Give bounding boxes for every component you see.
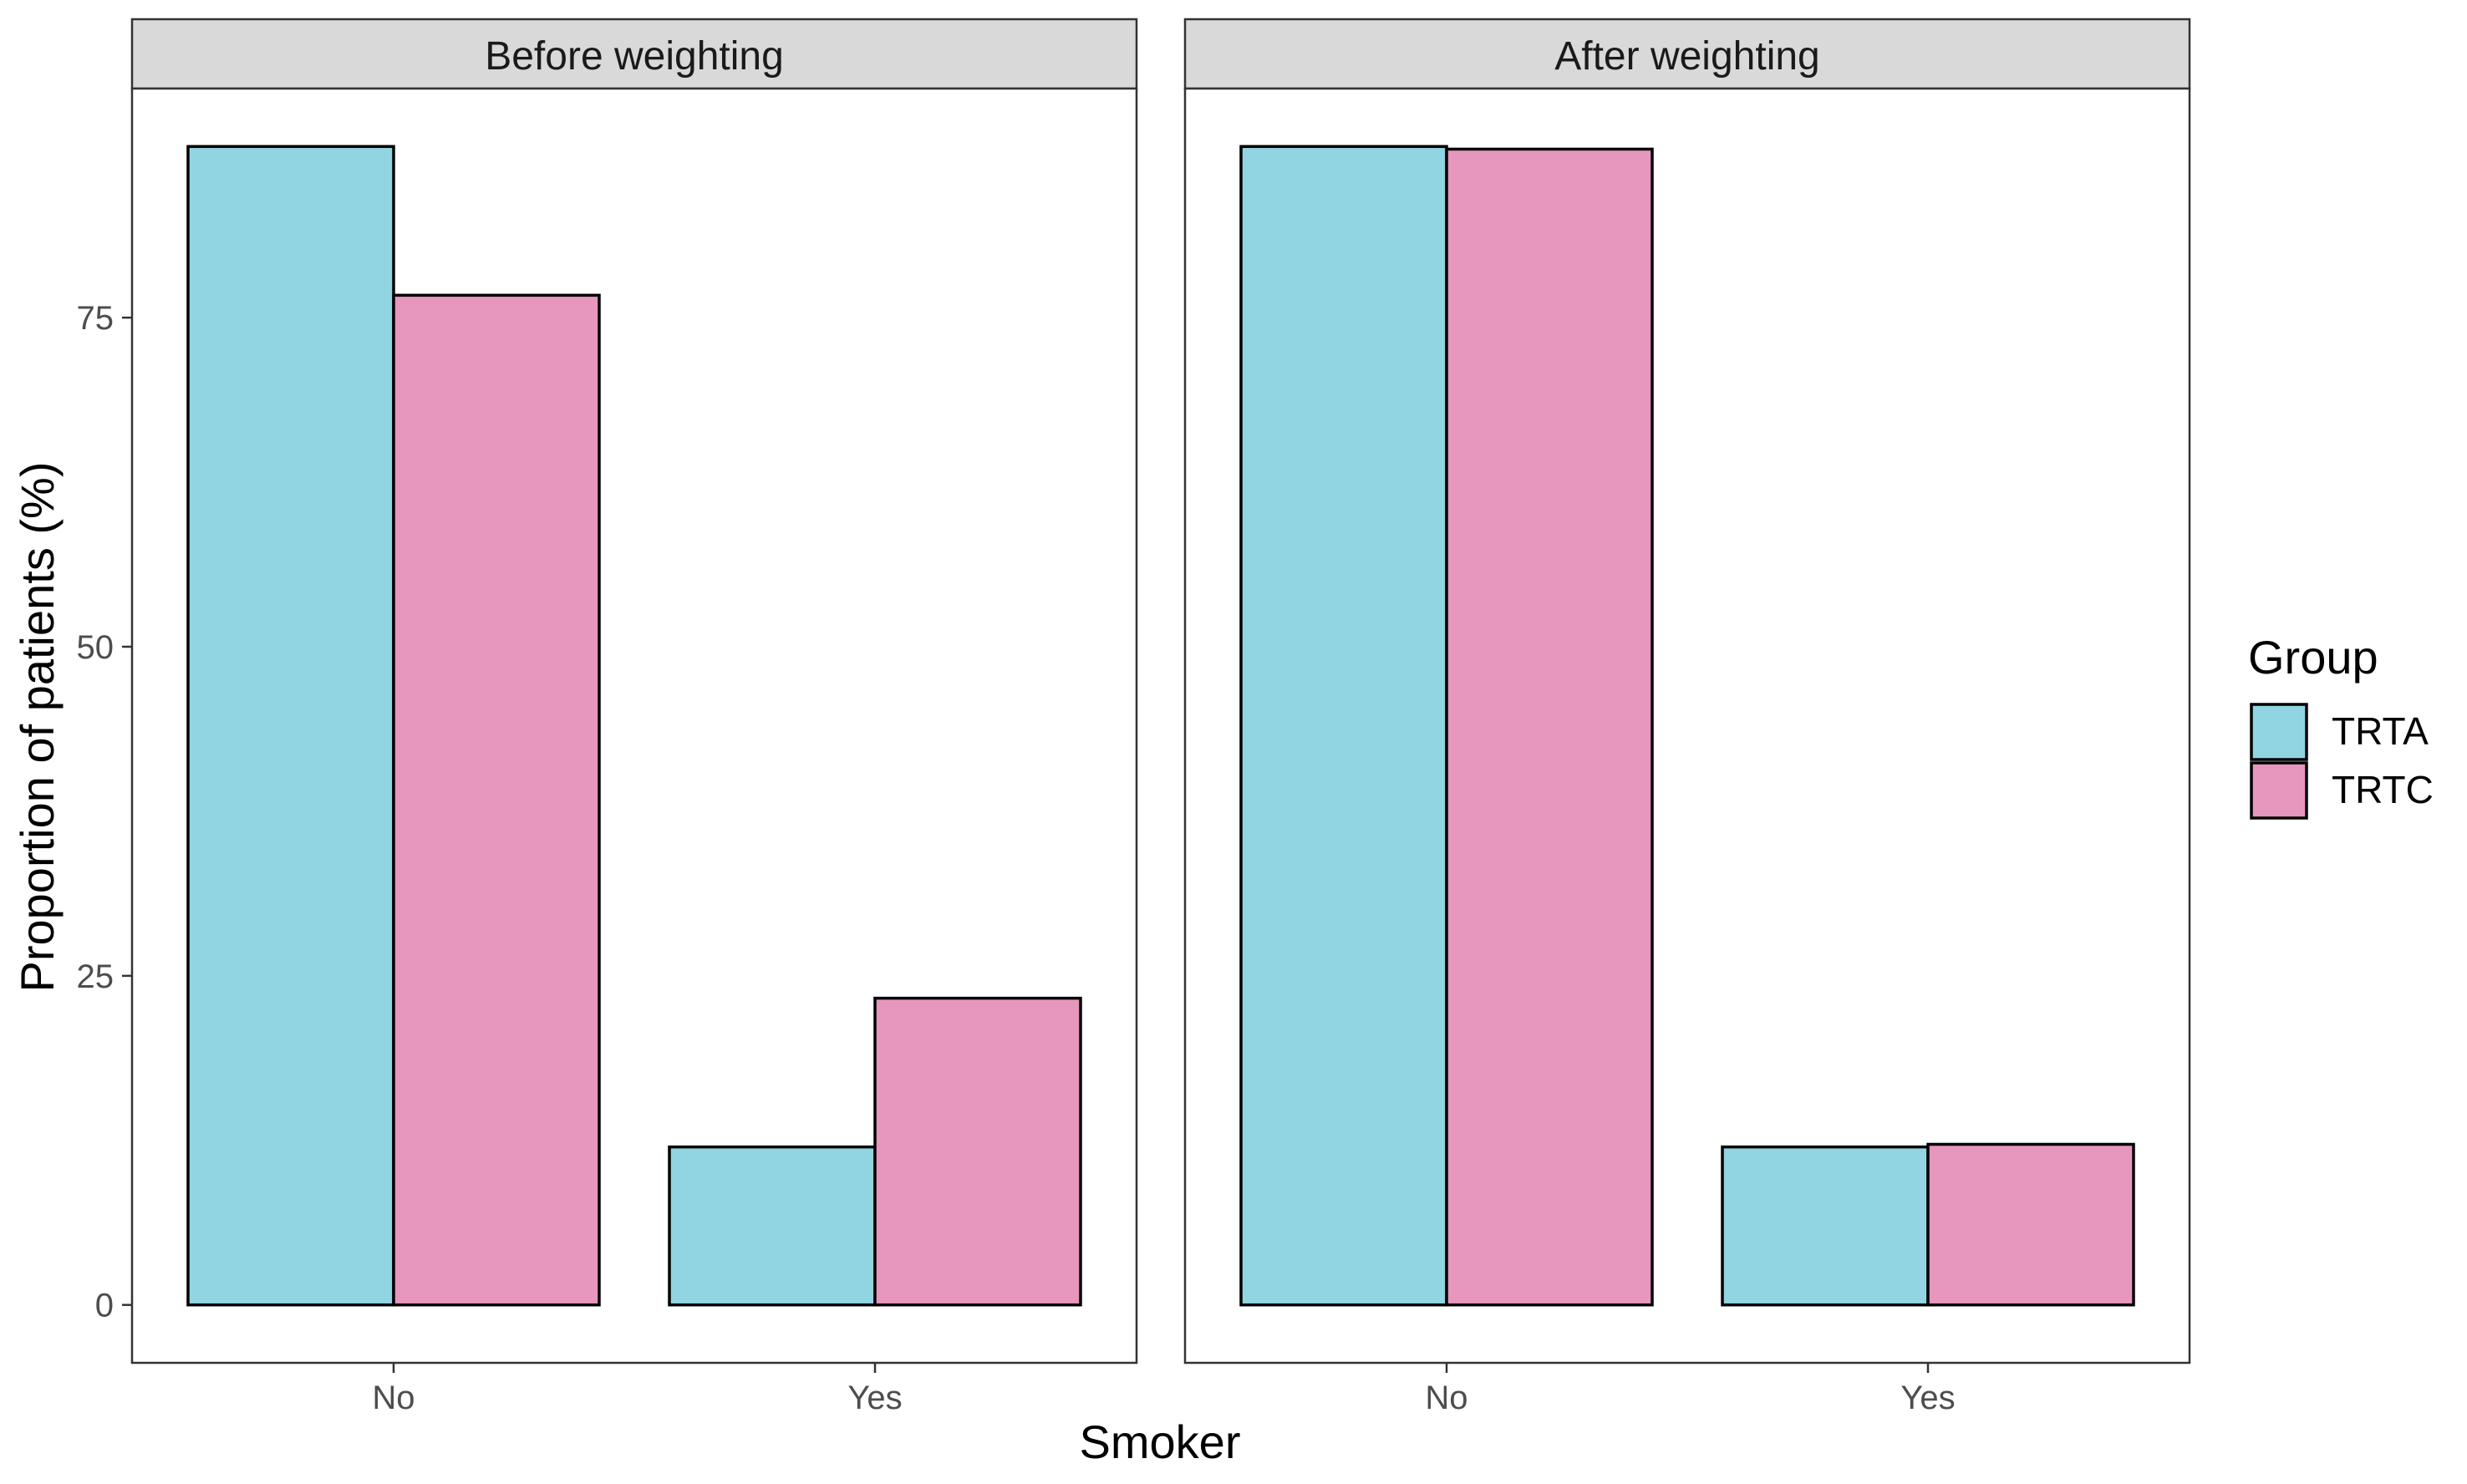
y-axis: 0 25 50 75 bbox=[77, 300, 132, 1324]
facet-panel: After weighting No Yes bbox=[1183, 18, 2191, 1416]
legend-key-trtc bbox=[2250, 761, 2308, 820]
legend-label-trtc: TRTC bbox=[2332, 768, 2434, 811]
x-tick-label: No bbox=[372, 1380, 415, 1416]
bar-trta-no bbox=[186, 145, 395, 1307]
facet-strip bbox=[130, 18, 1138, 90]
y-tick-label: 50 bbox=[77, 629, 114, 666]
bar-trta-yes bbox=[668, 1145, 877, 1307]
y-tick-label: 25 bbox=[77, 958, 114, 995]
bar-trta-yes bbox=[1721, 1145, 1930, 1307]
bar-trtc-yes bbox=[873, 996, 1082, 1307]
facet-title: Before weighting bbox=[485, 34, 784, 79]
legend-key-trta bbox=[2250, 703, 2308, 761]
legend: Group TRTA TRTC bbox=[2248, 631, 2434, 820]
x-tick-label: Yes bbox=[1900, 1380, 1955, 1416]
legend-label-trta: TRTA bbox=[2332, 709, 2429, 753]
bar-trtc-no bbox=[1445, 147, 1654, 1307]
facet-panels: Before weighting No Yes After weighting No Ye… bbox=[130, 18, 2191, 1416]
facet-title: After weighting bbox=[1554, 34, 1820, 79]
panel-border bbox=[130, 87, 1138, 1365]
x-tick-label: Yes bbox=[847, 1380, 902, 1416]
legend-items: TRTA TRTC bbox=[2250, 703, 2434, 820]
legend-title: Group bbox=[2248, 631, 2378, 684]
y-axis-label: Proportion of patients (%) bbox=[11, 462, 64, 993]
x-tick-label: No bbox=[1425, 1380, 1467, 1416]
panel-border bbox=[1183, 87, 2191, 1365]
facet-panel: Before weighting No Yes bbox=[130, 18, 1138, 1416]
x-axis-label: Smoker bbox=[1080, 1415, 1241, 1468]
facet-strip bbox=[1183, 18, 2191, 90]
bar-trtc-no bbox=[392, 293, 601, 1307]
y-tick-label: 75 bbox=[77, 300, 114, 337]
bar-trta-no bbox=[1239, 145, 1448, 1307]
bar-trtc-yes bbox=[1926, 1142, 2135, 1307]
y-tick-label: 0 bbox=[95, 1288, 114, 1324]
